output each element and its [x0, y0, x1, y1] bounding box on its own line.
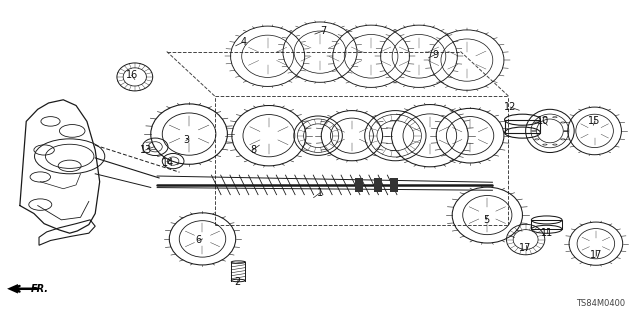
- Bar: [531, 220, 562, 229]
- Text: 12: 12: [504, 102, 516, 112]
- Text: 13: 13: [140, 145, 152, 155]
- Text: 9: 9: [432, 50, 438, 60]
- Text: 16: 16: [125, 70, 138, 80]
- Text: TS84M0400: TS84M0400: [576, 299, 625, 308]
- Text: 11: 11: [541, 227, 553, 238]
- Text: 15: 15: [588, 116, 601, 126]
- Text: 8: 8: [250, 145, 256, 155]
- Bar: [374, 178, 382, 192]
- Text: 1: 1: [317, 188, 323, 198]
- Text: 3: 3: [183, 136, 189, 145]
- Text: 17: 17: [520, 243, 532, 253]
- Text: 10: 10: [538, 116, 550, 126]
- Text: 4: 4: [240, 37, 246, 47]
- Bar: [504, 120, 540, 133]
- Text: 2: 2: [234, 277, 240, 287]
- Bar: [390, 178, 398, 192]
- Text: FR.: FR.: [31, 284, 49, 294]
- Polygon shape: [7, 284, 18, 293]
- Text: 7: 7: [320, 26, 326, 36]
- Text: 14: 14: [162, 158, 174, 168]
- Text: 6: 6: [196, 235, 202, 246]
- Text: 17: 17: [589, 250, 602, 260]
- Text: 5: 5: [483, 215, 489, 225]
- Bar: [355, 178, 363, 192]
